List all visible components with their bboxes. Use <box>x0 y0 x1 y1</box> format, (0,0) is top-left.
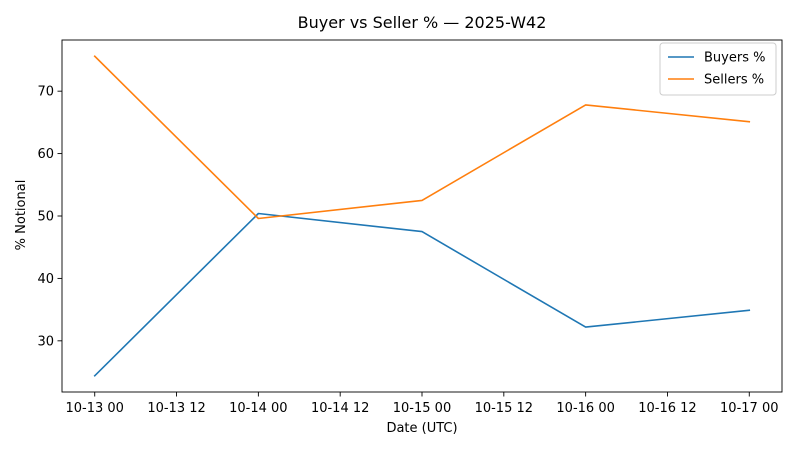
y-tick-label: 50 <box>37 210 54 225</box>
x-tick-label: 10-13 12 <box>147 401 205 416</box>
x-tick-label: 10-17 00 <box>720 401 778 416</box>
y-tick-label: 60 <box>37 147 54 162</box>
x-tick-label: 10-15 12 <box>475 401 533 416</box>
x-tick-label: 10-14 00 <box>229 401 287 416</box>
chart-title: Buyer vs Seller % — 2025-W42 <box>298 13 547 32</box>
y-axis-label: % Notional <box>14 180 29 251</box>
x-tick-label: 10-16 00 <box>556 401 614 416</box>
x-tick-label: 10-15 00 <box>393 401 451 416</box>
legend-label-sellers: Sellers % <box>704 73 764 88</box>
y-tick-label: 30 <box>37 334 54 349</box>
series-line-sellers <box>93 55 751 220</box>
axes-layer: 10-13 00 10-13 12 10-14 00 10-14 12 10-15 00… <box>37 39 783 416</box>
y-tick-label: 70 <box>37 85 54 100</box>
x-tick-label: 10-14 12 <box>311 401 369 416</box>
plot-background <box>62 40 782 392</box>
x-tick-label: 10-13 00 <box>66 401 124 416</box>
legend-label-buyers: Buyers % <box>704 51 765 66</box>
series-layer <box>93 55 751 377</box>
x-axis-label: Date (UTC) <box>386 421 457 436</box>
legend-box <box>659 42 777 96</box>
y-tick-label: 40 <box>37 272 54 287</box>
plot-area <box>62 40 782 392</box>
series-line-buyers <box>93 212 751 377</box>
legend: Buyers % Sellers % <box>659 42 777 96</box>
x-tick-label: 10-16 12 <box>638 401 696 416</box>
